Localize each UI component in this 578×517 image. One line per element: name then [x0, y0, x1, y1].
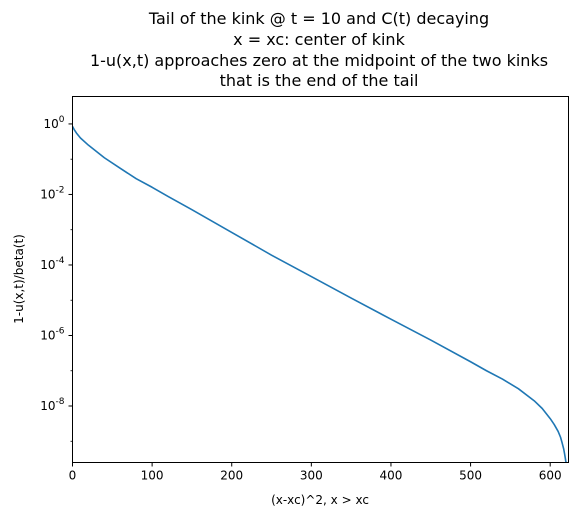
chart-title-line-2: x = xc: center of kink — [233, 30, 405, 49]
y-tick-label: 10-6 — [40, 326, 65, 342]
y-tick-label: 10-4 — [40, 256, 65, 272]
x-axis-label: (x-xc)^2, x > xc — [271, 493, 369, 507]
x-tick-label: 100 — [141, 469, 164, 483]
axes-frame — [72, 96, 569, 463]
chart-title-line-4: that is the end of the tail — [220, 71, 419, 90]
series-line — [71, 126, 567, 463]
chart-title-line-1: Tail of the kink @ t = 10 and C(t) decay… — [148, 9, 489, 28]
x-tick-label: 200 — [220, 469, 243, 483]
x-axis: 0 100 200 300 400 500 600 — [69, 462, 562, 483]
x-tick-label: 400 — [380, 469, 403, 483]
plot-area — [71, 126, 567, 463]
x-tick-label: 300 — [300, 469, 323, 483]
y-tick-label: 10-2 — [40, 185, 64, 201]
x-tick-label: 600 — [539, 469, 562, 483]
y-axis-label: 1-u(x,t)/beta(t) — [12, 234, 26, 324]
x-tick-label: 500 — [459, 469, 482, 483]
y-tick-label: 10-8 — [40, 397, 65, 413]
x-tick-label: 0 — [69, 469, 77, 483]
chart-title: Tail of the kink @ t = 10 and C(t) decay… — [90, 9, 548, 90]
y-axis: 100 10-2 10-4 10-6 10-8 — [40, 115, 73, 442]
chart-title-line-3: 1-u(x,t) approaches zero at the midpoint… — [90, 51, 548, 70]
y-tick-label: 100 — [43, 115, 64, 131]
